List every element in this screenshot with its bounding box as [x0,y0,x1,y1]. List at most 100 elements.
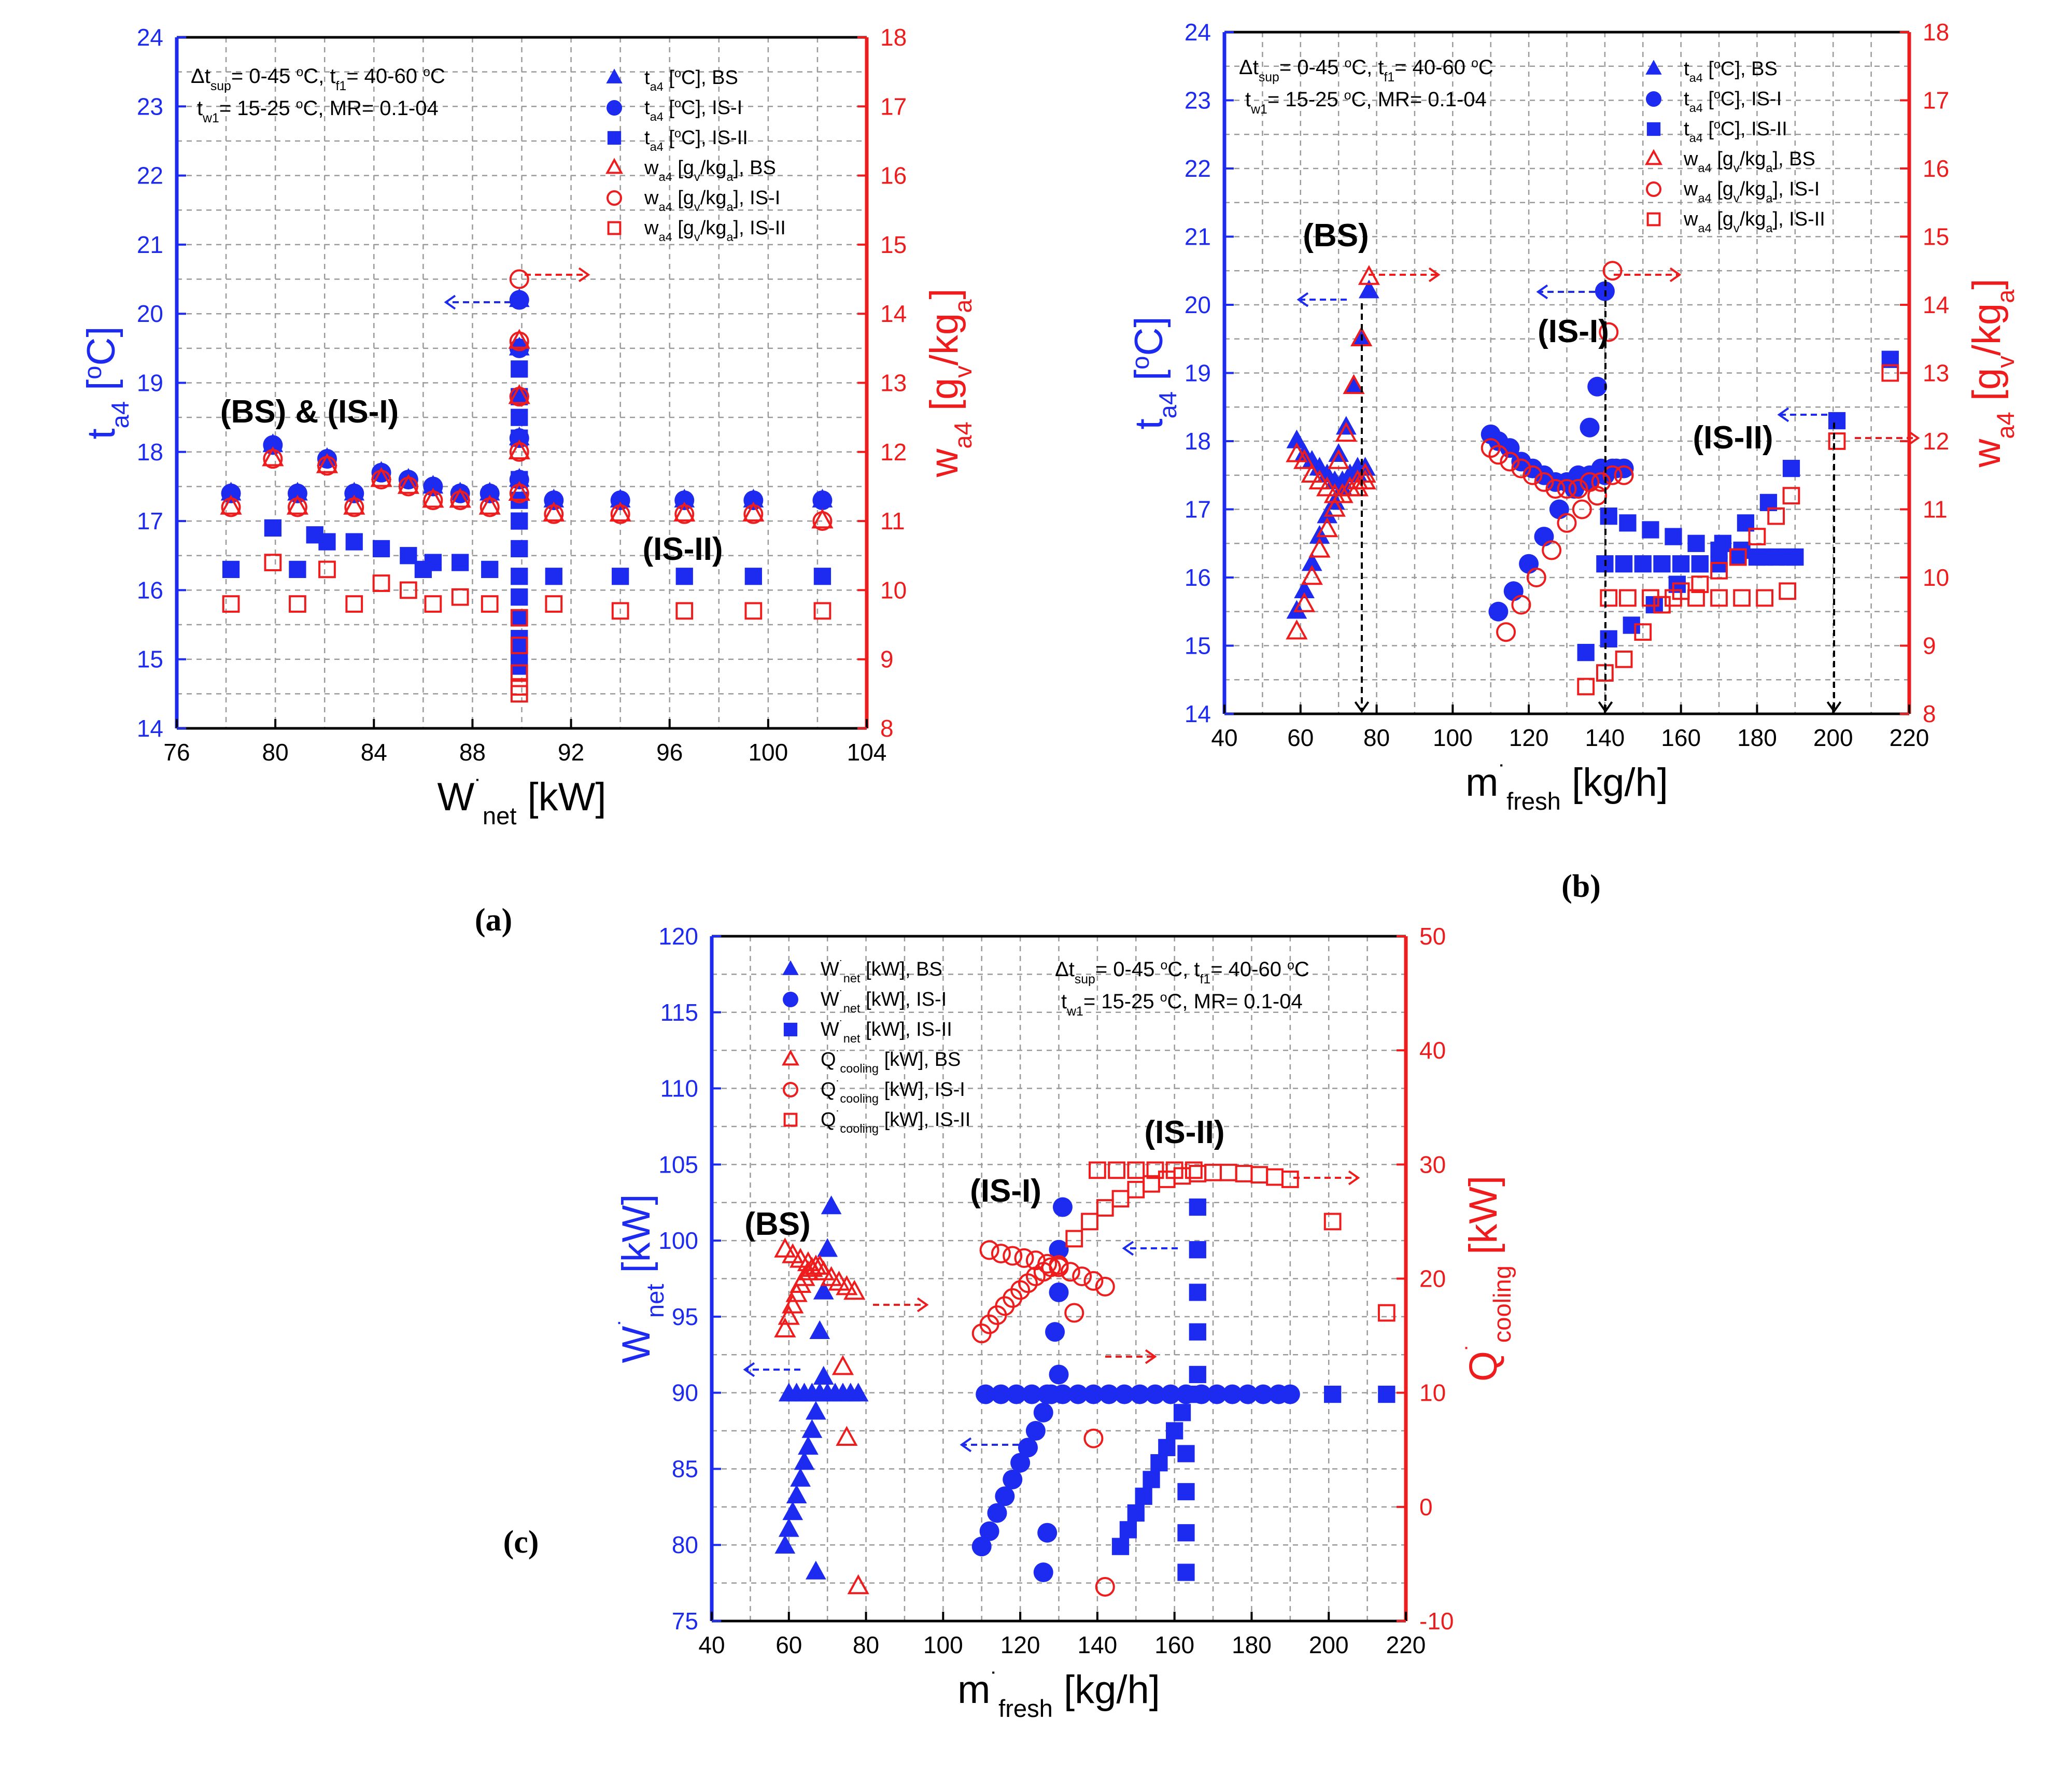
point-square-filled-2 [511,588,528,606]
point-circle-filled-1 [1003,1469,1023,1489]
point-square-open-5 [510,609,528,627]
point-circle-open-4 [423,490,443,511]
legend-label: wa4 [gv/kga], IS-II [1683,208,1825,235]
y-left-tick-label: 20 [1185,291,1211,318]
point-square-filled-2 [511,360,528,378]
y-left-tick-label: 80 [672,1531,698,1558]
point-circle-open-4 [263,449,283,469]
dashed-arrow [1777,407,1838,422]
y-right-tick-label: -10 [1419,1608,1454,1635]
point-circle-open-4 [480,497,500,517]
legend-marker [1646,181,1661,197]
point-square-open-5 [1377,1304,1396,1322]
legend-label: wa4 [gv/kga], IS-I [644,187,780,214]
y-left-tick-label: 24 [1185,19,1211,46]
y-right-tick-label: 16 [880,162,907,189]
point-circle-filled-1 [344,483,364,503]
point-square-open-5 [1281,1171,1299,1188]
point-circle-open-4 [1523,465,1543,485]
legend-marker [1646,91,1661,107]
point-square-open-5 [481,595,499,613]
arrow-head [1598,701,1613,713]
point-square-open-5 [1748,528,1766,545]
point-circle-open-4 [1599,322,1619,342]
legend-label: W˙net [kW], BS [821,958,942,985]
point-triangle-open-3 [742,501,765,522]
point-circle-filled-1 [1018,1438,1038,1458]
y-left-tick-label: 15 [1185,632,1211,659]
point-circle-open-4 [287,497,307,517]
point-circle-open-4 [509,269,529,289]
y-left-tick-label: 23 [1185,87,1211,114]
point-circle-open-4 [221,497,241,517]
legend-label: wa4 [gv/kga], IS-II [644,217,786,244]
point-square-filled-2 [1177,1524,1195,1542]
point-square-filled-2 [318,533,336,551]
y-left-tick-label: 95 [672,1303,698,1330]
x-tick-label: 220 [1386,1631,1426,1658]
point-square-open-5 [510,637,528,654]
point-square-filled-2 [511,609,528,627]
y-right-tick-label: 17 [1923,87,1949,114]
point-circle-open-4 [1526,568,1546,587]
annotation-label: (IS-I) [1538,314,1609,349]
point-square-filled-2 [222,560,240,579]
point-square-filled-2 [1111,1538,1130,1555]
legend-marker [606,68,623,83]
point-circle-filled-1 [263,435,283,455]
point-circle-open-4 [509,387,529,407]
arrow-head [1122,1241,1134,1256]
point-square-filled-2 [289,560,306,579]
legend-label: Q˙cooling [kW], BS [821,1048,961,1075]
point-square-filled-2 [1634,555,1652,573]
point-circle-open-4 [1049,1257,1069,1277]
y-left-tick-label: 17 [1185,496,1211,523]
point-square-filled-2 [1600,630,1617,647]
point-circle-open-4 [1072,1266,1092,1287]
legend-marker [607,100,622,116]
point-triangle-filled-0 [798,1435,819,1455]
point-square-filled-2 [1600,508,1617,525]
annotation-label: (IS-II) [643,531,723,567]
point-square-filled-2 [1189,1385,1206,1403]
y-left-tick-label: 90 [672,1379,698,1406]
legend-label: Q˙cooling [kW], IS-II [821,1108,970,1135]
annotation-label: (BS) [1303,218,1369,253]
point-triangle-open-3 [478,495,501,515]
arrow-head [1354,701,1370,713]
panel-label: (c) [503,1525,539,1560]
legend-marker [783,992,798,1007]
point-circle-open-4 [1602,465,1623,485]
point-circle-filled-1 [1049,1239,1069,1260]
conditions-text: Δtsup= 0-45 oC, tf1= 40-60 oC [1239,56,1493,84]
point-triangle-open-3 [1323,497,1346,517]
point-circle-open-4 [1542,540,1562,560]
point-circle-open-4 [1511,458,1531,478]
point-square-open-5 [1619,589,1637,607]
point-circle-filled-1 [1099,1384,1119,1404]
point-square-open-5 [1266,1168,1284,1186]
conditions-text: Δtsup= 0-45 oC, tf1= 40-60 oC [1055,958,1309,987]
x-tick-label: 140 [1078,1631,1118,1658]
y-left-tick-label: 20 [137,300,163,327]
point-square-filled-2 [511,568,528,585]
legend-label: ta4 [oC], BS [1684,58,1778,84]
point-circle-filled-1 [1010,1453,1031,1473]
point-square-open-5 [1108,1161,1125,1179]
point-circle-open-4 [743,504,764,524]
point-triangle-open-3 [1316,476,1338,497]
point-square-filled-2 [545,568,562,585]
y-left-tick-label: 18 [137,439,163,466]
point-square-open-5 [1081,1213,1098,1231]
point-triangle-open-3 [782,1293,804,1314]
y-left-tick-label: 100 [658,1227,698,1254]
point-triangle-open-3 [609,501,631,522]
point-triangle-filled-0 [786,1484,807,1504]
y-left-tick-label: 75 [672,1608,698,1635]
point-triangle-filled-0 [817,1238,838,1257]
y-right-tick-label: 14 [880,300,907,327]
point-circle-open-4 [1488,445,1509,465]
point-square-open-5 [345,595,363,613]
point-square-filled-2 [1150,1454,1168,1472]
point-circle-open-4 [450,490,470,511]
